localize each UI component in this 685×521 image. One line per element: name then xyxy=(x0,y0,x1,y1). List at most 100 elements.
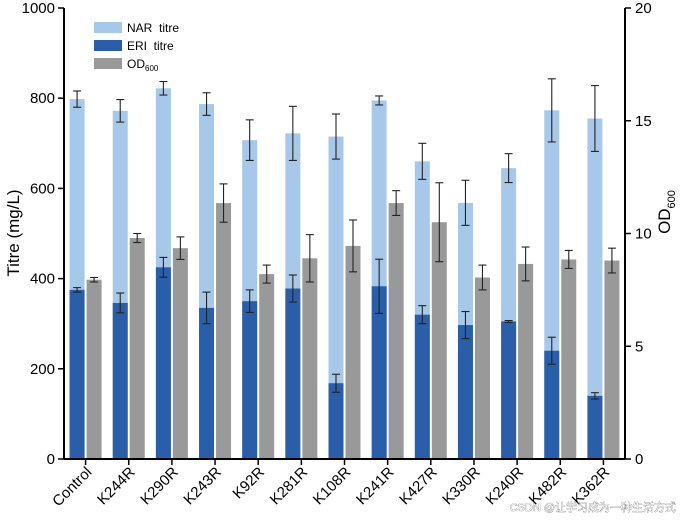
y-right-tick-label-20: 20 xyxy=(635,0,652,17)
err-eri-control xyxy=(73,287,82,293)
err-od-k362r xyxy=(607,247,616,274)
err-nar-k243r xyxy=(202,92,211,116)
bar-eri-k281r xyxy=(285,288,301,459)
bar-od-control xyxy=(86,279,102,459)
err-od-k243r xyxy=(219,183,228,223)
y-left-tick-label-800: 800 xyxy=(30,90,55,107)
err-nar-k362r xyxy=(590,85,599,152)
legend-label-od-sub: 600 xyxy=(145,64,159,73)
err-od-k108r xyxy=(349,219,357,273)
x-tick-label-control: Control xyxy=(49,464,95,510)
bar-od-k362r xyxy=(604,260,620,459)
err-nar-k244r xyxy=(116,99,125,123)
legend: NAR titre ERI titre OD600 xyxy=(94,21,179,73)
bar-od-k244r xyxy=(129,238,145,459)
x-tick-label-k427r: K427R xyxy=(396,464,441,509)
x-tick-label-k108r: K108R xyxy=(310,464,355,509)
err-eri-k290r xyxy=(159,256,168,278)
bar-od-k290r xyxy=(172,248,188,459)
bar-eri-k244r xyxy=(112,302,128,459)
bar-od-k92r xyxy=(259,274,275,459)
bar-od-k281r xyxy=(302,258,318,459)
err-eri-k362r xyxy=(590,392,599,400)
x-tick-label-k92r: K92R xyxy=(229,464,268,503)
err-eri-k92r xyxy=(245,289,254,313)
x-tick-label-k330r: K330R xyxy=(439,464,484,509)
bars-group xyxy=(69,88,620,460)
bar-eri-k243r xyxy=(199,307,215,459)
err-od-k244r xyxy=(133,232,142,244)
legend-swatch-nar xyxy=(94,22,122,33)
x-tick-label-k243r: K243R xyxy=(180,464,225,509)
bar-od-k241r xyxy=(388,203,404,459)
err-nar-k92r xyxy=(245,119,254,161)
y-axis-right-title: OD600 xyxy=(655,190,678,234)
err-nar-k241r xyxy=(375,95,384,106)
err-od-k240r xyxy=(521,246,530,282)
err-od-k482r xyxy=(564,249,573,270)
err-nar-control xyxy=(73,90,82,108)
bar-nar-k362r xyxy=(587,118,603,460)
err-eri-k427r xyxy=(418,305,427,325)
x-tick-label-k241r: K241R xyxy=(353,464,398,509)
err-od-k241r xyxy=(392,190,401,217)
x-tick-label-k281r: K281R xyxy=(267,464,312,509)
bar-nar-k108r xyxy=(328,136,344,459)
error-bars-group xyxy=(73,78,616,400)
err-od-k290r xyxy=(176,236,185,260)
err-eri-k108r xyxy=(332,373,340,393)
y-left-tick-label-1000: 1000 xyxy=(22,0,55,17)
err-nar-k108r xyxy=(332,113,340,160)
err-nar-k330r xyxy=(461,179,470,226)
bar-eri-k362r xyxy=(587,395,603,459)
err-od-k281r xyxy=(305,234,314,283)
bar-od-k240r xyxy=(518,263,534,459)
bar-eri-k240r xyxy=(501,321,517,459)
bar-od-k427r xyxy=(431,222,447,459)
y-axis-right-title-main: OD xyxy=(655,208,674,234)
y-left-tick-label-0: 0 xyxy=(47,451,55,468)
err-nar-k482r xyxy=(547,78,556,143)
err-od-control xyxy=(90,276,99,283)
err-eri-k330r xyxy=(461,310,470,340)
y-left-tick-label-600: 600 xyxy=(30,180,55,197)
err-eri-k482r xyxy=(547,336,556,365)
bar-eri-k427r xyxy=(414,314,430,459)
y-axis-right-title-sub: 600 xyxy=(666,190,678,208)
err-eri-k244r xyxy=(116,292,125,314)
bar-od-k482r xyxy=(561,259,577,459)
x-tick-label-k290r: K290R xyxy=(137,464,182,509)
legend-label-nar: NAR titre xyxy=(127,21,179,35)
err-eri-k241r xyxy=(375,258,384,314)
y-right-tick-label-15: 15 xyxy=(635,113,652,130)
bar-eri-k108r xyxy=(328,383,344,459)
y-right-tick-label-5: 5 xyxy=(635,338,643,355)
y-right-tick-label-0: 0 xyxy=(635,451,643,468)
bar-od-k108r xyxy=(345,245,361,459)
err-nar-k427r xyxy=(418,142,427,180)
x-tick-label-k244r: K244R xyxy=(94,464,139,509)
err-nar-k290r xyxy=(159,80,168,96)
err-od-k92r xyxy=(262,264,271,284)
err-eri-k281r xyxy=(288,274,297,303)
y-left-tick-label-400: 400 xyxy=(30,271,55,288)
bar-eri-k482r xyxy=(544,350,560,459)
err-od-k427r xyxy=(435,182,444,263)
err-eri-k240r xyxy=(504,319,513,323)
bar-od-k243r xyxy=(216,203,232,459)
bar-eri-k92r xyxy=(242,301,258,459)
legend-label-od-main: OD xyxy=(127,57,145,71)
bar-eri-k290r xyxy=(155,267,171,459)
legend-label-od: OD600 xyxy=(127,57,159,73)
y-left-tick-label-200: 200 xyxy=(30,361,55,378)
bar-eri-k241r xyxy=(371,286,387,459)
watermark-text: CSDN @让学习成为一种生活方式 xyxy=(510,500,676,514)
y-right-tick-label-10: 10 xyxy=(635,226,652,243)
bar-eri-control xyxy=(69,289,85,459)
y-axis-right-ticks: 0 5 10 15 20 xyxy=(625,0,652,468)
err-od-k330r xyxy=(478,264,487,291)
legend-label-eri: ERI titre xyxy=(127,39,174,53)
legend-swatch-eri xyxy=(94,40,122,51)
y-axis-left-title: Titre (mg/L) xyxy=(4,189,23,276)
